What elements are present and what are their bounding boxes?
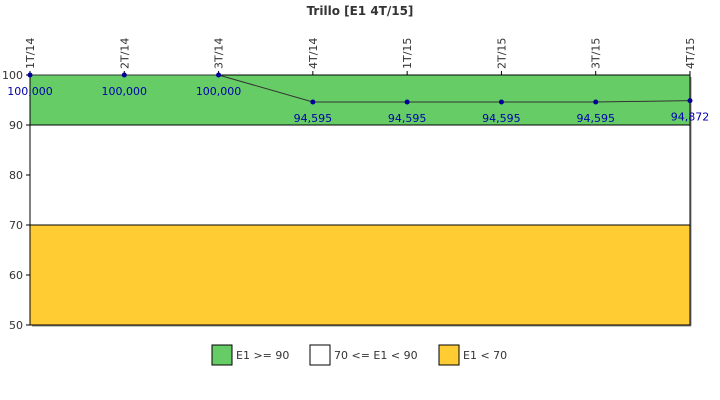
legend: E1 >= 90 70 <= E1 < 90 E1 < 70 <box>211 344 507 366</box>
data-point <box>27 72 33 78</box>
data-label: 100,000 <box>196 85 242 98</box>
x-tick-label: 4T/14 <box>307 38 320 69</box>
data-label: 94,595 <box>482 112 521 125</box>
series-line <box>30 74 691 103</box>
data-label: 94,595 <box>576 112 615 125</box>
legend-label: E1 < 70 <box>463 349 507 362</box>
band-1 <box>29 124 691 226</box>
chart-title: Trillo [E1 4T/15] <box>307 4 414 18</box>
data-label: 94,595 <box>388 112 427 125</box>
band-2 <box>29 224 691 326</box>
x-tick-label: 1T/14 <box>24 38 37 69</box>
x-tick-label: 2T/14 <box>118 38 131 69</box>
legend-swatch <box>309 344 331 366</box>
data-point <box>687 98 693 104</box>
data-point <box>121 72 127 78</box>
data-point <box>216 72 222 78</box>
y-tick-label: 100 <box>2 69 23 82</box>
data-point <box>498 99 504 105</box>
data-label: 94,872 <box>671 111 710 124</box>
y-tick-label: 80 <box>9 169 23 182</box>
data-point <box>310 99 316 105</box>
plot-frame <box>29 74 691 326</box>
y-tick-label: 60 <box>9 269 23 282</box>
x-tick-label: 4T/15 <box>684 38 697 69</box>
series: 100,000 100,000 100,000 94,595 94,595 94,595 9… <box>7 72 710 125</box>
x-axis: 1T/14 2T/14 3T/14 4T/14 1T/15 2T/15 3T/15 4T/15 <box>24 38 697 75</box>
data-point <box>404 99 410 105</box>
data-point <box>593 99 599 105</box>
legend-swatch <box>438 344 460 366</box>
data-label: 94,595 <box>294 112 333 125</box>
data-label: 100,000 <box>102 85 148 98</box>
y-tick-label: 90 <box>9 119 23 132</box>
x-tick-label: 3T/14 <box>213 38 226 69</box>
legend-label: E1 >= 90 <box>236 349 289 362</box>
bands <box>29 74 692 327</box>
legend-label: 70 <= E1 < 90 <box>334 349 418 362</box>
y-axis: 50 60 70 80 90 100 <box>2 69 30 332</box>
x-tick-label: 3T/15 <box>590 38 603 69</box>
x-tick-label: 1T/15 <box>401 38 414 69</box>
x-tick-label: 2T/15 <box>495 38 508 69</box>
y-tick-label: 70 <box>9 219 23 232</box>
band-0 <box>29 74 691 126</box>
y-tick-label: 50 <box>9 319 23 332</box>
legend-swatch <box>211 344 233 366</box>
data-label: 100,000 <box>7 85 53 98</box>
